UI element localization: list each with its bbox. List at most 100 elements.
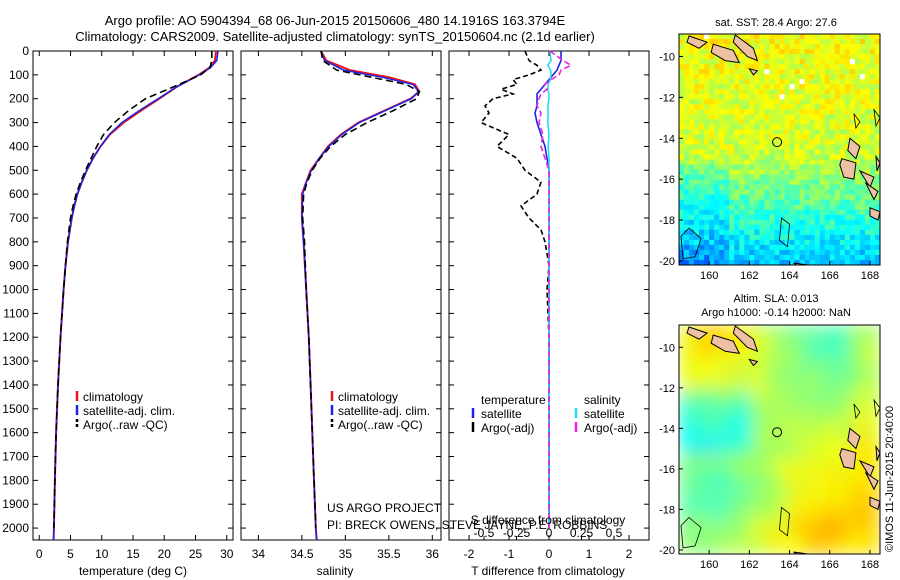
sst-cell: [734, 119, 740, 125]
sla-cell: [816, 453, 826, 463]
sla-cell: [697, 325, 708, 335]
sst-cell: [699, 149, 705, 156]
depth-tick-label: 500: [9, 163, 29, 177]
sst-cell: [819, 184, 826, 191]
sst-cell: [854, 244, 861, 251]
sdiff-tick-label: 0.5: [606, 526, 623, 540]
depth-tick-label: 200: [9, 92, 29, 106]
sst-cell: [724, 139, 730, 146]
sla-cell: [852, 379, 863, 390]
sst-cell: [854, 129, 861, 136]
diff-legend-label: salinity: [584, 393, 621, 407]
sst-cell: [844, 114, 851, 120]
sla-cell: [761, 434, 771, 445]
sla-cell: [752, 544, 762, 554]
sst-cell: [799, 169, 806, 176]
sla-cell: [825, 389, 835, 399]
sla-cell: [679, 398, 689, 409]
sst-cell: [814, 49, 821, 55]
sst-cell: [749, 124, 755, 131]
depth-tick-label: 1700: [2, 450, 29, 464]
sst-cell: [729, 224, 735, 231]
sst-cell: [784, 174, 791, 181]
sla-cell: [715, 489, 726, 500]
sst-cell: [749, 94, 755, 100]
sst-cell: [859, 189, 866, 196]
sst-cell: [839, 94, 846, 100]
sst-cell: [734, 89, 740, 95]
sst-cell: [749, 59, 755, 65]
sst-cell: [734, 184, 740, 191]
sst-cell: [699, 169, 705, 176]
sst-cell: [814, 154, 821, 161]
sst-cell: [754, 79, 761, 85]
sst-cell: [839, 239, 846, 246]
sst-cell: [829, 209, 836, 216]
sst-cell: [754, 194, 761, 201]
sst-cell: [729, 99, 735, 105]
sst-cell: [769, 134, 776, 141]
sst-cell: [734, 69, 740, 75]
sst-cell: [699, 89, 705, 95]
sst-cell: [859, 59, 866, 65]
sal-legend-label: satellite-adj. clim.: [338, 404, 430, 418]
sst-cell: [744, 194, 750, 201]
sst-cell: [814, 254, 821, 261]
sst-cell: [779, 149, 786, 156]
sst-cell: [709, 44, 715, 50]
sst-cell: [864, 109, 871, 115]
sst-cell: [749, 64, 755, 70]
sst-cell: [834, 94, 841, 100]
sst-cell: [819, 119, 826, 125]
sst-cell: [809, 139, 816, 146]
sst-cell: [729, 79, 735, 85]
sst-cell: [789, 254, 796, 261]
sst-cell: [694, 224, 700, 231]
sst-cell: [779, 144, 786, 151]
sla-bathy-contour: [873, 398, 880, 418]
sst-cell: [724, 184, 730, 191]
sst-cell: [724, 179, 730, 186]
sst-cell: [829, 59, 836, 65]
sst-cell: [854, 109, 861, 115]
sst-cell: [699, 119, 705, 125]
sla-cell: [688, 434, 698, 445]
sla-cell: [706, 535, 717, 546]
sla-cell: [825, 480, 835, 491]
sla-cell: [825, 352, 835, 363]
sla-cell: [861, 444, 872, 454]
sst-cell: [774, 179, 781, 186]
sla-cell: [870, 370, 880, 381]
sla-cell: [742, 325, 753, 335]
sst-cell: [839, 119, 846, 125]
sst-cell: [714, 84, 720, 90]
sst-cell: [824, 144, 831, 151]
sst-cell: [794, 49, 801, 55]
sst-cell: [769, 144, 776, 151]
sst-lon-label: 164: [780, 270, 798, 282]
sla-cell: [852, 389, 863, 399]
sst-cell: [699, 34, 705, 40]
sst-cell: [699, 114, 705, 120]
sla-cell: [706, 499, 717, 509]
sla-cell: [752, 334, 762, 344]
sst-cell: [824, 79, 831, 85]
sst-cell: [824, 199, 831, 206]
sst-cell: [809, 54, 816, 60]
sst-cell: [874, 84, 880, 90]
sla-cell: [852, 407, 863, 418]
sla-cell: [861, 379, 872, 390]
sst-cell: [704, 109, 710, 115]
sst-cell: [734, 129, 740, 136]
sla-cell: [797, 434, 808, 445]
sst-cell: [864, 34, 871, 40]
sst-cell: [754, 254, 761, 261]
sst-cell: [849, 134, 856, 141]
sla-cell: [688, 361, 698, 372]
sla-cell: [861, 334, 872, 344]
sst-cell: [739, 119, 745, 125]
sst-cell: [734, 134, 740, 141]
sla-cell: [697, 544, 708, 554]
sst-cell: [859, 159, 866, 166]
sst-cell: [844, 249, 851, 256]
